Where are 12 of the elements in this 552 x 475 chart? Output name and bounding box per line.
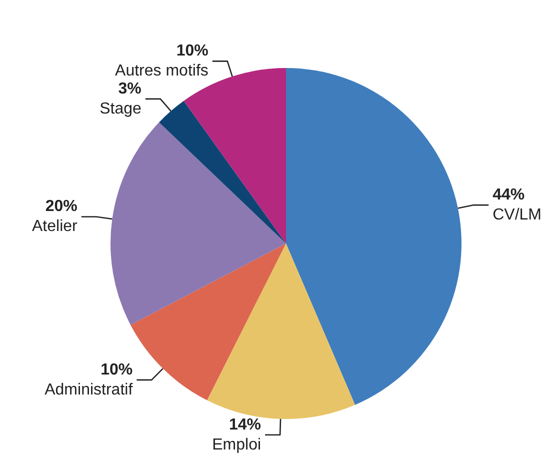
slice-label: Autres motifs	[115, 62, 208, 80]
data-label: 3%	[118, 80, 142, 98]
slice-label: Stage	[100, 100, 142, 118]
slice-label: CV/LM	[492, 206, 542, 224]
data-label: 20%	[45, 198, 78, 216]
slice-label: Emploi	[212, 436, 262, 454]
data-label: 10%	[100, 361, 133, 378]
data-label: 10%	[176, 42, 208, 60]
data-label: 14%	[229, 416, 262, 434]
data-label: 44%	[492, 186, 525, 204]
slice-label: Administratif	[44, 381, 134, 398]
slice-label: Atelier	[32, 218, 78, 236]
